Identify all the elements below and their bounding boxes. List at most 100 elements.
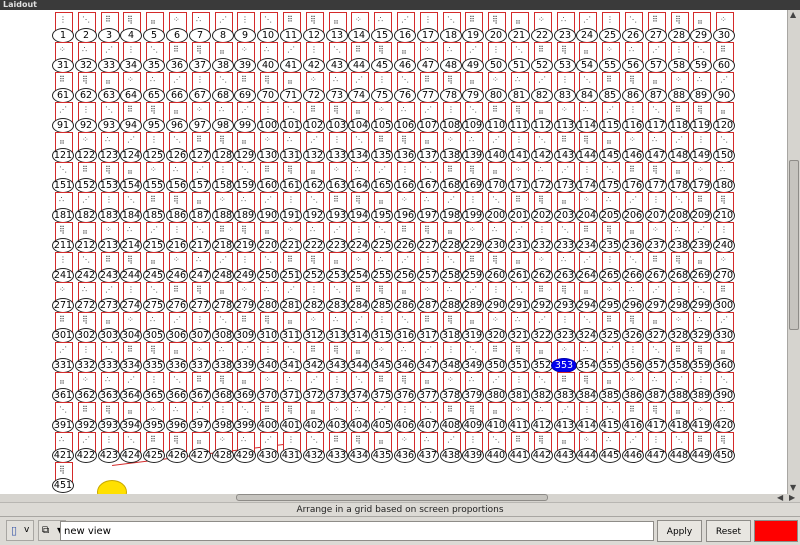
page-number-label[interactable]: 139 — [462, 148, 484, 163]
page-number-label[interactable]: 183 — [98, 208, 120, 223]
page-number-label[interactable]: 57 — [645, 58, 667, 73]
page-number-label[interactable]: 150 — [713, 148, 735, 163]
page-number-label[interactable]: 374 — [348, 388, 370, 403]
page-number-label[interactable]: 98 — [212, 118, 234, 133]
page-number-label[interactable]: 87 — [645, 88, 667, 103]
scroll-down-icon[interactable]: ▼ — [790, 483, 797, 492]
page-number-label[interactable]: 236 — [622, 238, 644, 253]
page-number-label[interactable]: 116 — [622, 118, 644, 133]
page-number-label[interactable]: 64 — [120, 88, 142, 103]
page-number-label[interactable]: 409 — [462, 418, 484, 433]
page-number-label[interactable]: 444 — [576, 448, 598, 463]
page-number-label[interactable]: 440 — [485, 448, 507, 463]
page-number-label[interactable]: 92 — [75, 118, 97, 133]
page-number-label[interactable]: 156 — [166, 178, 188, 193]
page-number-label[interactable]: 210 — [713, 208, 735, 223]
page-number-label[interactable]: 117 — [645, 118, 667, 133]
page-number-label[interactable]: 56 — [622, 58, 644, 73]
page-number-label[interactable]: 290 — [485, 298, 507, 313]
page-number-label[interactable]: 55 — [599, 58, 621, 73]
page-number-label[interactable]: 132 — [303, 148, 325, 163]
page-number-label[interactable]: 206 — [622, 208, 644, 223]
page-number-label[interactable]: 212 — [75, 238, 97, 253]
page-number-label[interactable]: 123 — [98, 148, 120, 163]
page-number-label[interactable]: 2 — [75, 28, 97, 43]
page-number-label[interactable]: 186 — [166, 208, 188, 223]
page-number-label[interactable]: 238 — [668, 238, 690, 253]
page-number-label[interactable]: 408 — [440, 418, 462, 433]
page-number-label[interactable]: 255 — [371, 268, 393, 283]
page-number-label[interactable]: 207 — [645, 208, 667, 223]
page-number-label[interactable]: 202 — [531, 208, 553, 223]
page-number-label[interactable]: 422 — [75, 448, 97, 463]
page-number-label[interactable]: 345 — [371, 358, 393, 373]
page-number-label[interactable]: 24 — [576, 28, 598, 43]
page-number-label[interactable]: 109 — [462, 118, 484, 133]
page-number-label[interactable]: 101 — [280, 118, 302, 133]
page-number-label[interactable]: 420 — [713, 418, 735, 433]
page-number-label[interactable]: 147 — [645, 148, 667, 163]
page-number-label[interactable]: 401 — [280, 418, 302, 433]
page-number-label[interactable]: 394 — [120, 418, 142, 433]
page-number-label[interactable]: 295 — [599, 298, 621, 313]
page-number-label[interactable]: 387 — [645, 388, 667, 403]
page-number-label[interactable]: 386 — [622, 388, 644, 403]
page-number-label[interactable]: 432 — [303, 448, 325, 463]
horizontal-scrollbar[interactable]: ◀ ▶ — [0, 494, 800, 502]
page-number-label[interactable]: 424 — [120, 448, 142, 463]
page-number-label[interactable]: 341 — [280, 358, 302, 373]
page-number-label[interactable]: 287 — [417, 298, 439, 313]
page-number-label[interactable]: 417 — [645, 418, 667, 433]
page-number-label[interactable]: 23 — [554, 28, 576, 43]
page-number-label[interactable]: 168 — [440, 178, 462, 193]
page-number-label[interactable]: 182 — [75, 208, 97, 223]
page-number-label[interactable]: 259 — [462, 268, 484, 283]
page-number-label[interactable]: 235 — [599, 238, 621, 253]
page-number-label[interactable]: 354 — [576, 358, 598, 373]
page-number-label[interactable]: 1 — [52, 28, 74, 43]
page-number-label[interactable]: 329 — [690, 328, 712, 343]
page-number-label[interactable]: 402 — [303, 418, 325, 433]
page-number-label[interactable]: 393 — [98, 418, 120, 433]
page-number-label[interactable]: 77 — [417, 88, 439, 103]
page-number-label[interactable]: 281 — [280, 298, 302, 313]
page-number-label[interactable]: 437 — [417, 448, 439, 463]
page-number-label[interactable]: 337 — [189, 358, 211, 373]
page-number-label[interactable]: 389 — [690, 388, 712, 403]
page-number-label[interactable]: 284 — [348, 298, 370, 313]
page-number-label[interactable]: 293 — [554, 298, 576, 313]
page-number-label[interactable]: 96 — [166, 118, 188, 133]
page-number-label[interactable]: 385 — [599, 388, 621, 403]
page-number-label[interactable]: 260 — [485, 268, 507, 283]
page-number-label[interactable]: 10 — [257, 28, 279, 43]
page-number-label[interactable]: 403 — [326, 418, 348, 433]
page-number-label[interactable]: 434 — [348, 448, 370, 463]
page-number-label[interactable]: 133 — [326, 148, 348, 163]
apply-button[interactable]: Apply — [657, 520, 702, 542]
page-number-label[interactable]: 335 — [143, 358, 165, 373]
page-number-label[interactable]: 413 — [554, 418, 576, 433]
page-number-label[interactable]: 12 — [303, 28, 325, 43]
page-number-label[interactable]: 49 — [462, 58, 484, 73]
page-number-label[interactable]: 166 — [394, 178, 416, 193]
page-number-label[interactable]: 218 — [212, 238, 234, 253]
page-number-label[interactable]: 29 — [690, 28, 712, 43]
page-number-label[interactable]: 160 — [257, 178, 279, 193]
page-number-label[interactable]: 302 — [75, 328, 97, 343]
page-number-label[interactable]: 421 — [52, 448, 74, 463]
page-number-label[interactable]: 38 — [212, 58, 234, 73]
page-number-label[interactable]: 388 — [668, 388, 690, 403]
page-number-label[interactable]: 130 — [257, 148, 279, 163]
page-grid-canvas[interactable]: ⋮ 1 ⋱ 2 ⠿ 3 ⢿ 4 ⣤ 5 ⁘ 6 ∴ 7 ⋰ 8 ⋮ 9 ⋱ 10 ⠿ 11 ⢿ 12 ⣤ 13 ⁘ 14 ∴ 15 ⋰ 16 ⋮… — [0, 10, 787, 494]
page-number-label[interactable]: 370 — [257, 388, 279, 403]
page-number-label[interactable]: 331 — [52, 358, 74, 373]
page-number-label[interactable]: 108 — [440, 118, 462, 133]
page-number-label[interactable]: 143 — [554, 148, 576, 163]
page-number-label[interactable]: 208 — [668, 208, 690, 223]
page-number-label[interactable]: 362 — [75, 388, 97, 403]
page-number-label[interactable]: 21 — [508, 28, 530, 43]
page-number-label[interactable]: 427 — [189, 448, 211, 463]
page-number-label[interactable]: 196 — [394, 208, 416, 223]
page-number-label[interactable]: 297 — [645, 298, 667, 313]
page-number-label[interactable]: 61 — [52, 88, 74, 103]
